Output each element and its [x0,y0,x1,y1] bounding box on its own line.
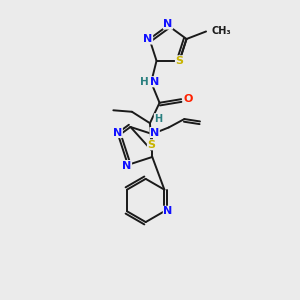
Text: O: O [183,94,192,104]
Text: N: N [143,34,153,44]
Text: N: N [122,160,131,170]
Text: N: N [150,77,159,87]
Text: N: N [150,128,159,137]
Text: N: N [164,206,172,216]
Text: CH₃: CH₃ [212,26,231,37]
Text: H: H [154,114,162,124]
Text: S: S [176,56,184,66]
Text: H: H [140,77,149,87]
Text: N: N [164,19,172,29]
Text: S: S [147,140,155,150]
Text: N: N [113,128,122,137]
